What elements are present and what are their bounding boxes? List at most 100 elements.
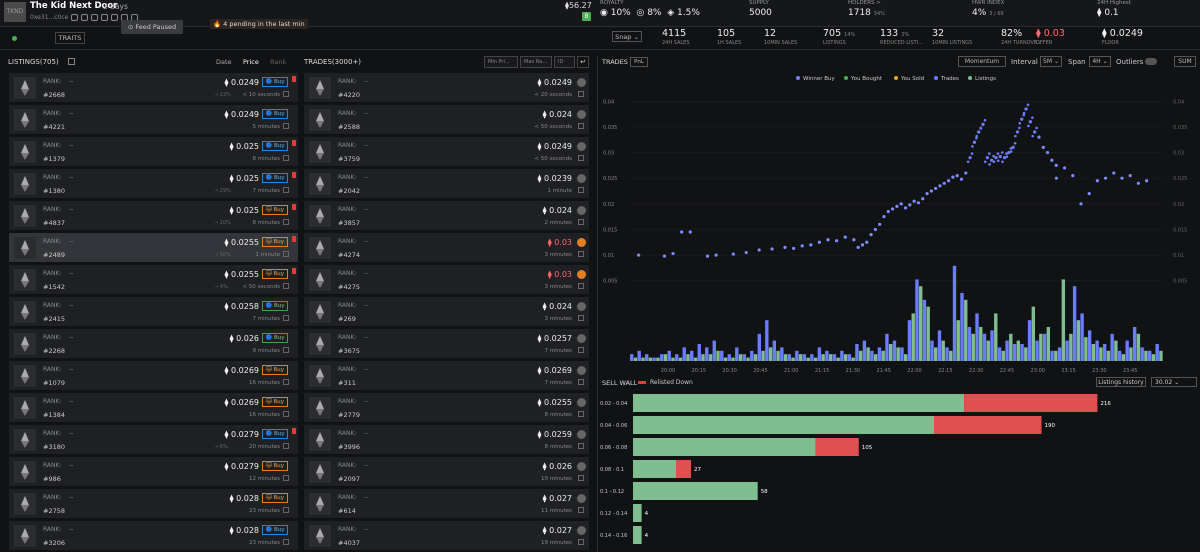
collection-name[interactable]: The Kid Next Door: [30, 1, 118, 11]
listing-row[interactable]: RANK: -- #2415 ⧫ 0.0258 🔵 Buy 7 minutes: [9, 297, 298, 327]
external-link-icon[interactable]: [578, 283, 584, 289]
external-link-icon[interactable]: [578, 123, 584, 129]
external-link-icon[interactable]: [578, 507, 584, 513]
sum-button[interactable]: SUM: [1174, 56, 1196, 67]
buy-button[interactable]: 🔵 Buy: [262, 173, 288, 183]
external-link-icon[interactable]: [283, 155, 289, 161]
sort-price[interactable]: Price: [243, 58, 259, 66]
external-link-icon[interactable]: [283, 123, 289, 129]
traits-button[interactable]: TRAITS: [55, 32, 85, 44]
external-link-icon[interactable]: [578, 411, 584, 417]
trade-row[interactable]: RANK: -- #2097 ⧫ 0.026 10 minutes: [304, 457, 589, 487]
copy-icon[interactable]: [71, 14, 79, 21]
trade-row[interactable]: RANK: -- #2588 ⧫ 0.024 < 50 seconds: [304, 105, 589, 135]
buy-button[interactable]: 🔵 Buy: [262, 301, 288, 311]
buy-button[interactable]: 🔵 Buy: [262, 525, 288, 535]
trade-row[interactable]: RANK: -- #4220 ⧫ 0.0249 < 20 seconds: [304, 73, 589, 103]
external-link-icon[interactable]: [283, 219, 289, 225]
listing-row[interactable]: RANK: -- #2668 ⧫ 0.0249 🔵 Buy ⇢ 23% < 10 seco…: [9, 73, 298, 103]
listing-row[interactable]: RANK: -- #2489 ⧫ 0.0255 🐱 Buy ⇢ 50% 1 minute: [9, 233, 298, 263]
buy-button[interactable]: 🔵 Buy: [262, 109, 288, 119]
interval-select[interactable]: 5M ⌄: [1040, 56, 1062, 67]
momentum-button[interactable]: Momentum: [958, 56, 1006, 67]
buy-button[interactable]: 🔵 Buy: [262, 141, 288, 151]
buy-button[interactable]: 🐱 Buy: [262, 269, 288, 279]
buy-button[interactable]: 🔵 Buy: [262, 333, 288, 343]
listing-row[interactable]: RANK: -- #1380 ⧫ 0.025 🔵 Buy ⇢ 29% 7 minutes: [9, 169, 298, 199]
external-link-icon[interactable]: [283, 283, 289, 289]
span-select[interactable]: 4H ⌄: [1089, 56, 1111, 67]
external-link-icon[interactable]: [283, 187, 289, 193]
holders-stat[interactable]: HOLDERS > 1718 34%: [848, 0, 885, 27]
min-price-input[interactable]: Min Pri...: [484, 56, 518, 68]
heart-icon[interactable]: [111, 14, 119, 21]
trade-row[interactable]: RANK: -- #4037 ⧫ 0.027 19 minutes: [304, 521, 589, 551]
listings-history-select[interactable]: 30.02 ⌄: [1151, 377, 1197, 387]
external-link-icon[interactable]: [578, 155, 584, 161]
buy-button[interactable]: 🔵 Buy: [262, 77, 288, 87]
external-link-icon[interactable]: [578, 91, 584, 97]
max-rank-input[interactable]: Max Ra...: [520, 56, 552, 68]
buy-button[interactable]: 🔵 Buy: [262, 429, 288, 439]
external-link-icon[interactable]: [283, 379, 289, 385]
external-link-icon[interactable]: [283, 411, 289, 417]
info-icon[interactable]: [81, 14, 89, 21]
buy-button[interactable]: 🐱 Buy: [262, 461, 288, 471]
sort-date[interactable]: Date: [216, 58, 232, 66]
external-link-icon[interactable]: [578, 187, 584, 193]
trade-row[interactable]: RANK: -- #4274 ⧫ 0.03 3 minutes: [304, 233, 589, 263]
listing-row[interactable]: RANK: -- #1384 ⧫ 0.0269 🐱 Buy 16 minutes: [9, 393, 298, 423]
trade-row[interactable]: RANK: -- #4275 ⧫ 0.03 3 minutes: [304, 265, 589, 295]
external-link-icon[interactable]: [283, 539, 289, 545]
filter-submit-button[interactable]: ↵: [577, 56, 589, 68]
snap-select[interactable]: Snap ⌄: [612, 31, 642, 42]
outliers-toggle[interactable]: [1145, 58, 1157, 65]
royalty-opt1[interactable]: ◉ 10%: [600, 8, 631, 18]
listing-row[interactable]: RANK: -- #1379 ⧫ 0.025 🔵 Buy 8 minutes: [9, 137, 298, 167]
external-link-icon[interactable]: [578, 219, 584, 225]
trade-row[interactable]: RANK: -- #3857 ⧫ 0.024 2 minutes: [304, 201, 589, 231]
buy-button[interactable]: 🐱 Buy: [262, 397, 288, 407]
trade-row[interactable]: RANK: -- #614 ⧫ 0.027 11 minutes: [304, 489, 589, 519]
external-link-icon[interactable]: [578, 251, 584, 257]
discord-icon[interactable]: [101, 14, 109, 21]
listing-row[interactable]: RANK: -- #1079 ⧫ 0.0269 🐱 Buy 16 minutes: [9, 361, 298, 391]
trade-row[interactable]: RANK: -- #2779 ⧫ 0.0255 8 minutes: [304, 393, 589, 423]
external-link-icon[interactable]: [578, 443, 584, 449]
external-link-icon[interactable]: [283, 91, 289, 97]
listing-row[interactable]: RANK: -- #3180 ⧫ 0.0279 🔵 Buy ⇢ 8% 20 minutes: [9, 425, 298, 455]
id-input[interactable]: ID: [554, 56, 575, 68]
trade-row[interactable]: RANK: -- #3675 ⧫ 0.0257 7 minutes: [304, 329, 589, 359]
listing-row[interactable]: RANK: -- #986 ⧫ 0.0279 🐱 Buy 12 minutes: [9, 457, 298, 487]
trade-row[interactable]: RANK: -- #2042 ⧫ 0.0239 1 minute: [304, 169, 589, 199]
external-link-icon[interactable]: [283, 315, 289, 321]
buy-button[interactable]: 🐱 Buy: [262, 205, 288, 215]
listing-row[interactable]: RANK: -- #4837 ⧫ 0.025 🐱 Buy ⇢ 10% 8 minutes: [9, 201, 298, 231]
trade-row[interactable]: RANK: -- #311 ⧫ 0.0269 7 minutes: [304, 361, 589, 391]
pnl-button[interactable]: PnL: [630, 57, 648, 67]
listing-row[interactable]: RANK: -- #1542 ⧫ 0.0255 🐱 Buy ⇢ 4% < 50 secon…: [9, 265, 298, 295]
external-link-icon[interactable]: [283, 443, 289, 449]
royalty-opt3[interactable]: ◈ 1.5%: [667, 8, 700, 18]
external-link-icon[interactable]: [578, 347, 584, 353]
external-link-icon[interactable]: [283, 347, 289, 353]
external-link-icon[interactable]: [578, 379, 584, 385]
buy-button[interactable]: 🐱 Buy: [262, 493, 288, 503]
globe-icon[interactable]: [91, 14, 99, 21]
listing-row[interactable]: RANK: -- #2758 ⧫ 0.028 🐱 Buy 23 minutes: [9, 489, 298, 519]
royalty-opt2[interactable]: ◎ 8%: [636, 8, 662, 18]
listing-row[interactable]: RANK: -- #3206 ⧫ 0.028 🔵 Buy 23 minutes: [9, 521, 298, 551]
listings-history-button[interactable]: Listings history: [1096, 377, 1146, 387]
listings-checkbox[interactable]: [68, 58, 75, 65]
external-link-icon[interactable]: [283, 475, 289, 481]
buy-button[interactable]: 🐱 Buy: [262, 237, 288, 247]
listing-row[interactable]: RANK: -- #4221 ⧫ 0.0249 🔵 Buy 5 minutes: [9, 105, 298, 135]
sort-rank[interactable]: Rank: [270, 58, 287, 66]
external-link-icon[interactable]: [578, 539, 584, 545]
trade-row[interactable]: RANK: -- #269 ⧫ 0.024 3 minutes: [304, 297, 589, 327]
buy-button[interactable]: 🐱 Buy: [262, 365, 288, 375]
trade-row[interactable]: RANK: -- #3759 ⧫ 0.0249 < 50 seconds: [304, 137, 589, 167]
trade-row[interactable]: RANK: -- #3996 ⧫ 0.0259 8 minutes: [304, 425, 589, 455]
external-link-icon[interactable]: [578, 315, 584, 321]
listing-row[interactable]: RANK: -- #2268 ⧫ 0.026 🔵 Buy 9 minutes: [9, 329, 298, 359]
